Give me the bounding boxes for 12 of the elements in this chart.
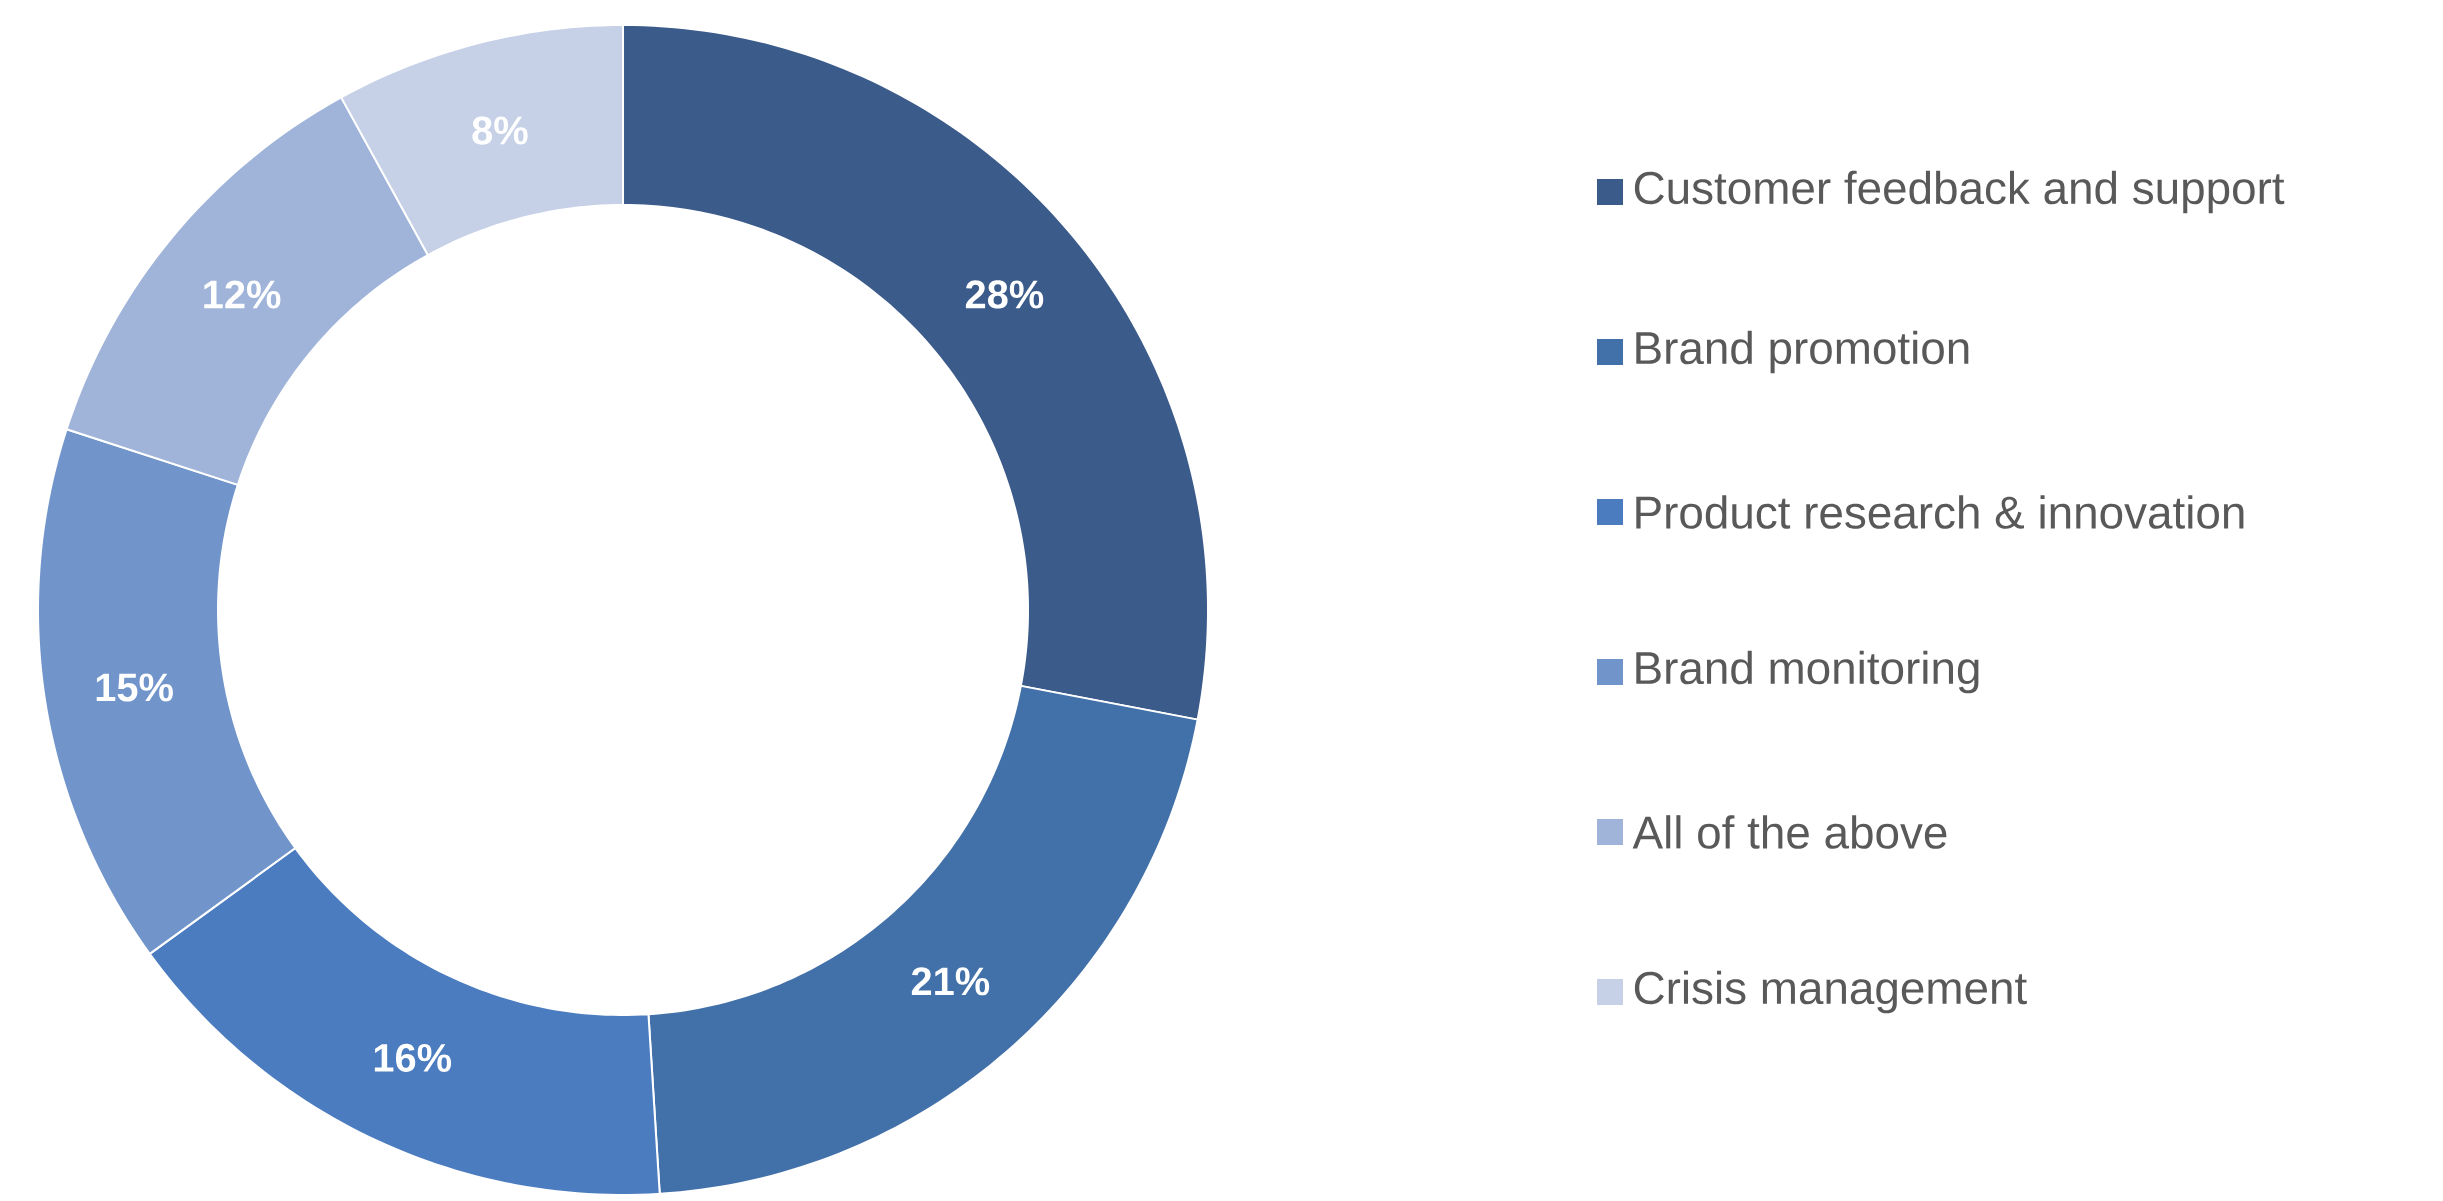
- legend-label: Customer feedback and support: [1634, 170, 2285, 214]
- legend-label: All of the above: [1632, 815, 1947, 849]
- data-label: 16%: [374, 1043, 452, 1072]
- legend-label: Product research & innovation: [1636, 495, 2244, 529]
- data-label: 8%: [472, 116, 528, 145]
- data-label: 15%: [96, 673, 173, 702]
- legend-label: Brand promotion: [1636, 330, 1969, 374]
- legend-label: Brand monitoring: [1636, 650, 1979, 694]
- data-label: 12%: [204, 280, 281, 309]
- legend-label: Crisis management: [1634, 970, 2027, 1014]
- data-label: 28%: [965, 280, 1044, 309]
- data-label: 21%: [911, 967, 990, 996]
